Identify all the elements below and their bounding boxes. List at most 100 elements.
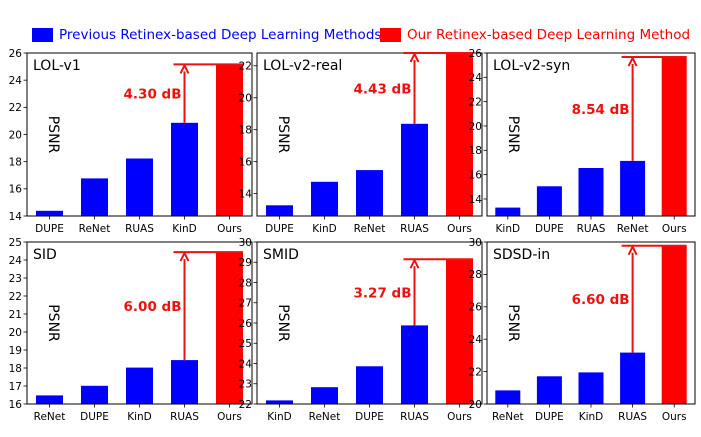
legend-label-ours: Our Retinex-based Deep Learning Method [407,27,691,43]
x-tick-label: DUPE [355,411,384,423]
improvement-label: 3.27 dB [354,285,412,301]
bar-ruas [620,352,646,404]
bar-kind [266,400,293,404]
y-tick-label: 22 [469,366,482,378]
y-axis-label: PSNR [505,116,521,154]
x-tick-label: RUAS [577,223,606,235]
chart-panel-1: DUPE ReNet RUAS KinD Ours 14 16 18 20 22 24 26 LOL-v… [9,48,253,235]
chart-title: LOL-v2-syn [493,58,570,74]
y-tick-label: 18 [9,156,22,168]
chart-title: SMID [263,247,299,263]
plot-frame [486,52,696,217]
legend-item-ours: Our Retinex-based Deep Learning Method [380,28,690,42]
bar-kind [495,207,521,216]
x-tick-label: KinD [127,411,152,423]
y-tick-label: 26 [9,48,23,60]
plot-frame [486,241,696,405]
x-tick-label: RUAS [400,223,429,235]
y-tick-label: 26 [469,48,483,60]
x-tick-label: Ours [662,411,687,423]
x-tick-label: KinD [496,223,521,235]
x-tick-label: Ours [217,223,242,235]
x-tick-label: DUPE [35,223,64,235]
bar-ours [216,64,243,217]
y-tick-label: 16 [469,169,483,181]
y-tick-label: 24 [469,72,483,84]
improvement-arrow-head [627,55,638,67]
x-tick-label: Ours [447,223,472,235]
bar-ours [446,259,473,404]
improvement-arrow-head [409,51,420,63]
x-tick-label: Ours [447,411,472,423]
chart-panel-2: DUPE KinD ReNet RUAS Ours 14 16 18 20 22 LOL-v2-re… [239,51,483,235]
y-axis-label: PSNR [275,116,291,154]
legend-label-previous: Previous Retinex-based Deep Learning Met… [59,27,382,43]
bar-ruas [401,123,428,216]
bar-ours [661,57,687,216]
y-tick-label: 22 [239,61,252,73]
y-tick-label: 23 [239,379,252,391]
x-tick-label: DUPE [535,411,564,423]
y-tick-label: 18 [9,363,22,375]
bar-renet [36,395,63,404]
legend-swatch-previous [32,28,53,42]
bar-kind [578,372,604,404]
y-tick-label: 25 [239,338,252,350]
y-tick-label: 18 [239,125,252,137]
y-tick-label: 19 [9,345,22,357]
x-tick-label: Ours [217,411,242,423]
chart-title: LOL-v2-real [263,58,342,74]
bar-renet [311,387,338,404]
legend-swatch-ours [380,28,401,42]
bar-dupe [356,366,383,404]
bar-dupe [36,210,63,216]
y-tick-label: 24 [9,75,23,87]
x-tick-label: ReNet [34,411,66,423]
improvement-arrow-head [179,250,190,262]
y-tick-label: 20 [469,121,482,133]
y-axis-label: PSNR [45,304,61,342]
y-tick-label: 30 [239,237,252,249]
improvement-arrow-head [627,244,638,256]
y-tick-label: 16 [239,156,253,168]
x-tick-label: KinD [172,223,197,235]
y-axis-label: PSNR [275,304,291,342]
x-tick-label: RUAS [170,411,199,423]
x-tick-label: KinD [312,223,337,235]
bar-dupe [266,205,293,216]
x-tick-label: DUPE [80,411,109,423]
y-tick-label: 20 [469,399,482,411]
y-tick-label: 26 [239,318,253,330]
y-tick-label: 24 [239,358,253,370]
y-tick-label: 30 [469,237,482,249]
y-tick-label: 22 [9,291,22,303]
x-tick-label: ReNet [492,411,524,423]
chart-panel-3: KinD DUPE RUAS ReNet Ours 14 16 18 20 22 24 26 LOL-v… [469,48,696,235]
chart-panel-4: ReNet DUPE KinD RUAS Ours 16 17 18 19 20 21 22 23 24 2… [9,237,253,423]
y-axis-label: PSNR [45,116,61,154]
x-tick-label: RUAS [125,223,154,235]
bar-kind [126,367,153,404]
improvement-label: 4.43 dB [354,81,412,97]
improvement-arrow-head [409,257,420,269]
bar-ours [216,252,243,404]
y-tick-label: 23 [9,273,22,285]
x-tick-label: ReNet [309,411,341,423]
plot-frame [256,241,483,405]
y-tick-label: 26 [469,302,483,314]
improvement-label: 4.30 dB [124,87,182,103]
y-tick-label: 22 [469,96,482,108]
bar-renet [495,390,521,404]
y-tick-label: 29 [239,257,252,269]
chart-title: SDSD-in [493,247,550,263]
chart-panel-6: ReNet DUPE KinD RUAS Ours 20 22 24 26 28 30 SDSD-in… [469,237,696,423]
x-tick-label: KinD [267,411,292,423]
legend-item-previous: Previous Retinex-based Deep Learning Met… [32,28,381,42]
bar-ruas [401,325,428,404]
bar-kind [171,122,198,216]
y-tick-label: 22 [9,102,22,114]
x-tick-label: Ours [662,223,687,235]
x-tick-label: DUPE [535,223,564,235]
bar-dupe [81,385,108,404]
bar-kind [311,181,338,216]
